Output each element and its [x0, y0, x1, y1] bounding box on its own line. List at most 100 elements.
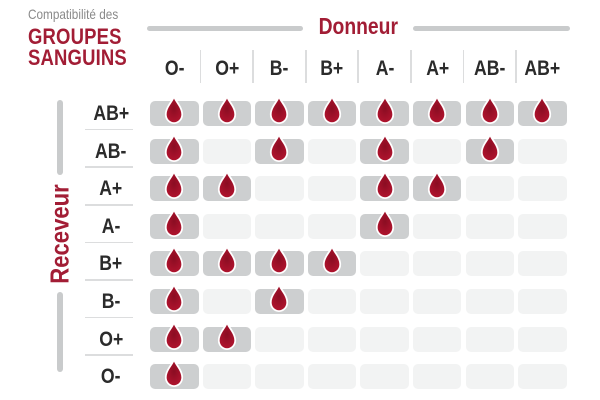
donor-type-label: B- [270, 57, 289, 80]
receiver-type-label: A+ [99, 177, 123, 201]
blood-drop-icon [322, 96, 342, 124]
blood-drop-icon [375, 172, 394, 200]
cell-o--from-a- [360, 364, 409, 390]
blood-drop-icon [375, 96, 394, 124]
cell-b+-from-o+ [202, 247, 252, 277]
compatibility-grid [150, 96, 567, 390]
donor-type-a+: A+ [413, 55, 462, 83]
cell-b--from-b+ [307, 288, 357, 314]
cell-o+-from-a- [360, 326, 409, 352]
cell-o+-from-ab- [465, 326, 515, 352]
chart-title-line2: SANGUINS [28, 45, 127, 70]
cell-ab--from-ab+ [518, 138, 567, 164]
receiver-type-ab-: AB- [88, 139, 134, 164]
cell-b+-from-o- [150, 247, 199, 277]
receiver-type-b-: B- [88, 289, 134, 314]
blood-drop-icon [428, 172, 447, 200]
blood-drop-icon [217, 172, 236, 200]
cell-b--from-a+ [412, 288, 462, 314]
blood-drop-icon [322, 247, 342, 275]
column-separator [515, 50, 517, 83]
donor-type-a-: A- [360, 55, 409, 83]
blood-drop-icon [217, 96, 236, 124]
row-separator [85, 128, 133, 131]
cell-a+-from-ab+ [518, 176, 567, 202]
cell-a--from-a+ [412, 213, 462, 239]
blood-drop-icon [270, 284, 289, 312]
column-separator [357, 50, 360, 83]
cell-ab--from-ab- [465, 134, 515, 164]
blood-drop-icon [165, 284, 184, 312]
cell-ab+-from-b+ [307, 96, 357, 126]
cell-a--from-ab- [465, 213, 515, 239]
receiver-divider-bottom [57, 292, 63, 372]
donor-type-label: O- [164, 57, 185, 80]
cell-a+-from-b+ [307, 176, 357, 202]
receiver-type-headers: AB+ AB- A+ A- B+ B- O+ O- [88, 101, 134, 389]
donor-divider-right [413, 26, 570, 31]
row-separator [85, 166, 133, 168]
cell-ab--from-a- [360, 134, 409, 164]
blood-drop-icon [165, 134, 184, 162]
cell-a--from-b- [255, 213, 304, 239]
receiver-type-label: B- [101, 289, 121, 313]
receiver-type-o-: O- [88, 364, 134, 389]
receiver-axis-label: Receveur [44, 184, 75, 284]
blood-drop-icon [270, 247, 289, 275]
blood-drop-icon [217, 322, 236, 350]
blood-drop-icon [165, 96, 184, 124]
receiver-type-ab+: AB+ [88, 101, 134, 126]
receiver-type-b+: B+ [88, 251, 134, 276]
cell-b--from-b- [255, 284, 304, 314]
cell-a+-from-o- [150, 172, 199, 202]
cell-a+-from-a+ [412, 172, 462, 202]
donor-type-ab-: AB- [466, 55, 515, 83]
cell-ab+-from-ab- [465, 96, 515, 126]
cell-ab+-from-o- [150, 96, 199, 126]
cell-ab+-from-a- [360, 96, 409, 126]
blood-drop-icon [165, 322, 184, 350]
cell-ab--from-b+ [307, 138, 357, 164]
cell-b--from-o+ [202, 288, 252, 314]
blood-drop-icon [270, 96, 289, 124]
receiver-type-label: A- [101, 214, 121, 238]
donor-type-label: O+ [214, 57, 239, 80]
donor-type-label: AB- [474, 57, 506, 80]
receiver-type-o+: O+ [88, 327, 134, 352]
cell-a--from-o+ [202, 213, 252, 239]
cell-o--from-ab- [465, 364, 515, 390]
row-separator [85, 279, 133, 281]
blood-drop-icon [165, 247, 184, 275]
cell-a--from-b+ [307, 213, 357, 239]
blood-drop-icon [375, 134, 394, 162]
cell-o+-from-b+ [307, 326, 357, 352]
cell-ab+-from-ab+ [518, 96, 567, 126]
blood-drop-icon [165, 172, 184, 200]
blood-drop-icon [217, 247, 236, 275]
receiver-divider-top [57, 100, 63, 175]
row-separator [85, 316, 133, 319]
cell-o--from-b+ [307, 364, 357, 390]
chart-title-block: Compatibilité des GROUPES SANGUINS [28, 6, 146, 70]
receiver-type-label: O+ [98, 327, 124, 351]
cell-a--from-ab+ [518, 213, 567, 239]
cell-o--from-o- [150, 359, 199, 390]
blood-drop-icon [375, 209, 394, 237]
column-separator [304, 50, 307, 83]
cell-b--from-ab- [465, 288, 515, 314]
cell-a+-from-o+ [202, 172, 252, 202]
cell-o--from-b- [255, 364, 304, 390]
cell-b+-from-a- [360, 251, 409, 277]
receiver-type-label: AB+ [93, 102, 129, 125]
cell-o--from-ab+ [518, 364, 567, 390]
cell-o+-from-o- [150, 322, 199, 352]
cell-o+-from-ab+ [518, 326, 567, 352]
blood-drop-icon [428, 96, 447, 124]
row-separator [85, 204, 133, 206]
donor-type-o+: O+ [203, 55, 252, 83]
cell-ab+-from-b- [255, 96, 304, 126]
chart-subtitle: Compatibilité des [28, 6, 119, 22]
cell-o+-from-b- [255, 326, 304, 352]
cell-ab+-from-o+ [202, 96, 252, 126]
